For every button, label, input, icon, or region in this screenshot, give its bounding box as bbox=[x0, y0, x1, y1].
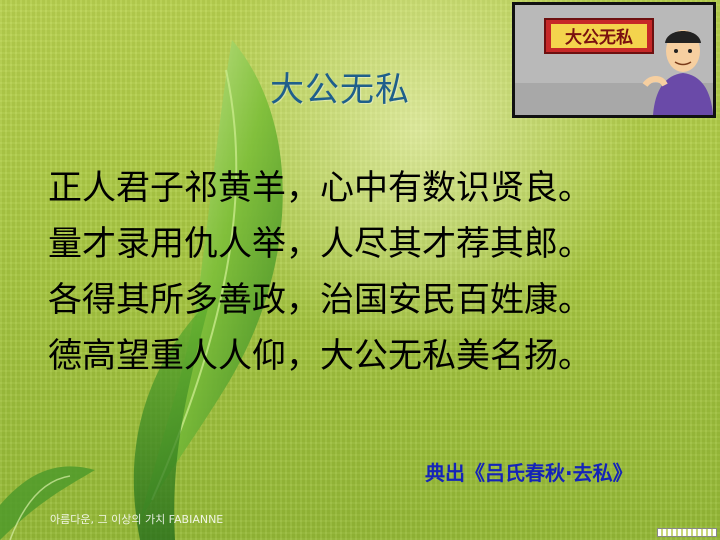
poem-line: 各得其所多善政，治国安民百姓康。 bbox=[48, 280, 592, 320]
template-watermark: 아름다운, 그 이상의 가치 FABIANNE bbox=[50, 513, 224, 526]
sign-text: 大公无私 bbox=[565, 27, 633, 48]
cartoon-picture: 大公无私 bbox=[512, 2, 716, 118]
corner-logo bbox=[657, 528, 717, 537]
source-citation: 典出《吕氏春秋·去私》 bbox=[425, 461, 633, 485]
poem-line: 正人君子祁黄羊，心中有数识贤良。 bbox=[48, 168, 592, 208]
scholar-illustration: 大公无私 bbox=[515, 5, 713, 115]
poem-line: 德高望重人人仰，大公无私美名扬。 bbox=[48, 336, 592, 376]
poem-line: 量才录用仇人举，人尽其才荐其郎。 bbox=[48, 224, 592, 264]
slide-title: 大公无私 bbox=[270, 70, 410, 110]
poem-body: 正人君子祁黄羊，心中有数识贤良。 量才录用仇人举，人尽其才荐其郎。 各得其所多善… bbox=[48, 160, 708, 384]
